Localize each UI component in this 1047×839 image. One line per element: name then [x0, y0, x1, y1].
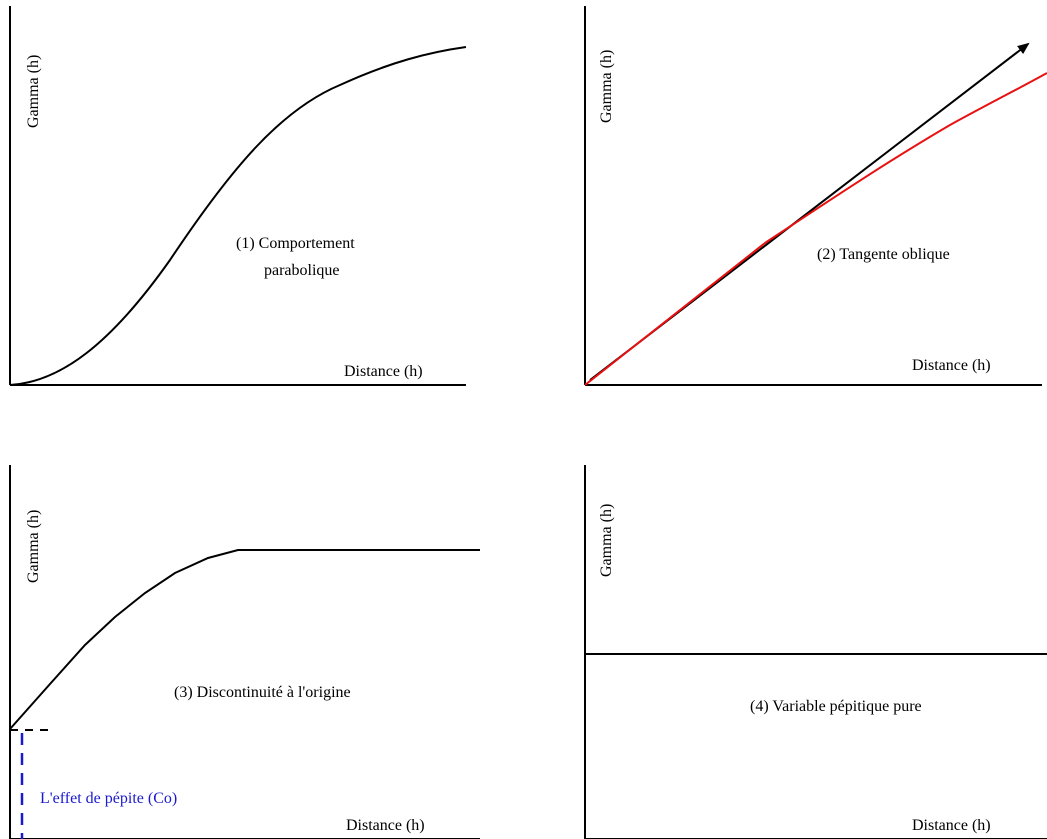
panel-caption: (3) Discontinuité à l'origine: [174, 684, 351, 701]
y-axis-label: Gamma (h): [25, 55, 42, 128]
parabolic-curve: [9, 46, 467, 386]
y-axis-label: Gamma (h): [598, 504, 615, 577]
panel-caption-line1: (1) Comportement: [236, 235, 355, 252]
panel-pure-nugget: Gamma (h) Distance (h) (4) Variable pépi…: [584, 465, 1047, 839]
x-axis-label: Distance (h): [344, 363, 423, 380]
x-axis-label: Distance (h): [912, 357, 991, 374]
x-axis-label: Distance (h): [346, 817, 425, 834]
y-axis-label: Gamma (h): [25, 510, 42, 583]
panel-caption: (2) Tangente oblique: [817, 246, 950, 263]
y-axis-label: Gamma (h): [598, 50, 615, 123]
nugget-label: L'effet de pépite (Co): [40, 790, 177, 807]
spherical-curve: [9, 549, 480, 730]
panel-discontinuity: Gamma (h) Distance (h) (3) Discontinuité…: [9, 465, 480, 839]
tangent-curve: [584, 72, 1047, 386]
x-axis-label: Distance (h): [912, 817, 991, 834]
panel-parabolic: Gamma (h) Distance (h) (1) Comportement …: [9, 6, 467, 386]
panel-caption: (4) Variable pépitique pure: [750, 698, 922, 715]
panel-caption-line2: parabolique: [264, 262, 340, 279]
panel-oblique: Gamma (h) Distance (h) (2) Tangente obli…: [584, 6, 1047, 386]
